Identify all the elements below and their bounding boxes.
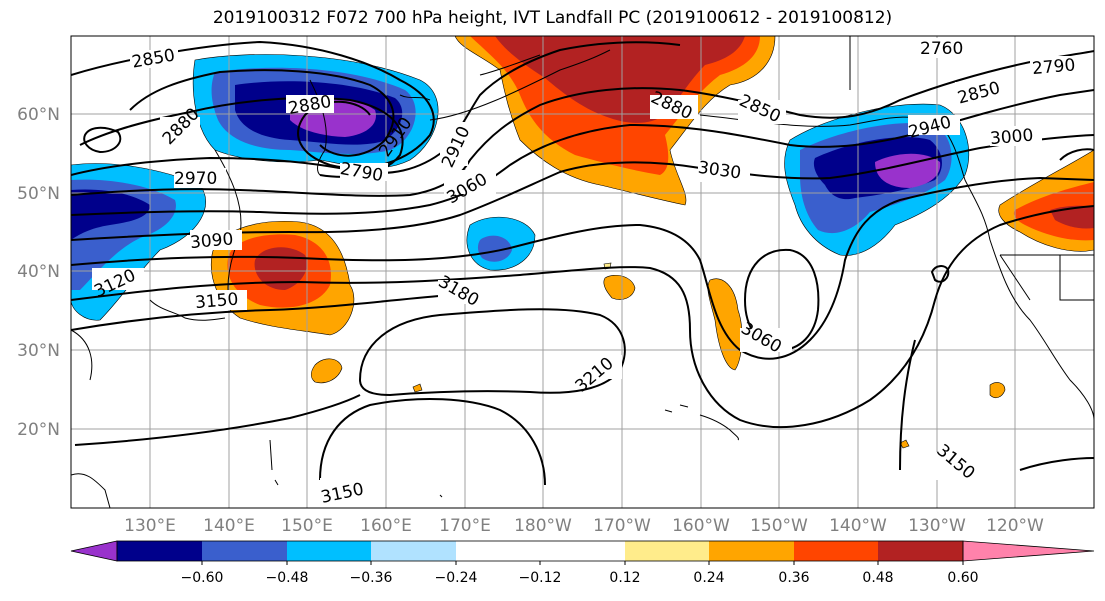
colorbar-segment [794,541,878,561]
gridlines [71,36,1094,508]
coastlines [71,36,1094,508]
contour-label: 3150 [194,289,239,313]
contour-label: 2850 [130,45,176,72]
colorbar-tick-label: −0.48 [266,570,309,586]
lon-label: 170°W [593,516,651,536]
colorbar: −0.60 −0.48 −0.36 −0.24 −0.12 0.12 0.24 … [70,540,1095,586]
colorbar-tick-label: −0.36 [350,570,393,586]
colorbar-segment [456,541,540,561]
lon-label: 140°E [203,516,255,536]
colorbar-tick-label: 0.12 [609,570,640,586]
colorbar-segment [371,541,456,561]
map-title: 2019100312 F072 700 hPa height, IVT Land… [212,8,893,28]
lat-label: 30°N [17,341,60,361]
colorbar-tick-label: 0.60 [947,570,978,586]
latitude-labels: 60°N 50°N 40°N 30°N 20°N [17,105,60,440]
contour-label: 3090 [189,229,234,253]
colorbar-segment [709,541,794,561]
contour-label: 3000 [989,125,1034,149]
colorbar-segment [540,541,625,561]
colorbar-segment [625,541,709,561]
lat-label: 50°N [17,184,60,204]
lon-label: 150°E [281,516,333,536]
map-frame [70,35,1095,509]
lon-label: 130°W [908,516,966,536]
lon-label: 150°W [750,516,808,536]
colorbar-tick-label: −0.24 [435,570,478,586]
contour-label: 2970 [174,169,217,189]
lon-label: 130°E [124,516,176,536]
lon-label: 170°E [439,516,491,536]
colorbar-extend-left [70,540,118,562]
colorbar-segment [202,541,287,561]
lat-label: 40°N [17,262,60,282]
contour-label: 2760 [920,39,963,59]
lon-label: 120°W [986,516,1044,536]
colorbar-tick-label: 0.24 [693,570,724,586]
lon-label: 160°E [360,516,412,536]
colorbar-segment [878,541,963,561]
lon-label: 160°W [672,516,730,536]
height-contours [71,40,1094,486]
colorbar-extend-right [962,540,1095,562]
colorbar-tick-label: −0.60 [181,570,224,586]
colorbar-tick-label: −0.12 [519,570,562,586]
lat-label: 60°N [17,105,60,125]
contour-label: 2790 [1031,55,1076,79]
lat-label: 20°N [17,420,60,440]
colorbar-segment [287,541,371,561]
lon-label: 140°W [829,516,887,536]
longitude-labels: 130°E 140°E 150°E 160°E 170°E 180°W 170°… [124,516,1044,536]
lon-label: 180°W [514,516,572,536]
colorbar-tick-label: 0.36 [778,570,809,586]
colorbar-segment [117,541,202,561]
colorbar-tick-label: 0.48 [862,570,893,586]
